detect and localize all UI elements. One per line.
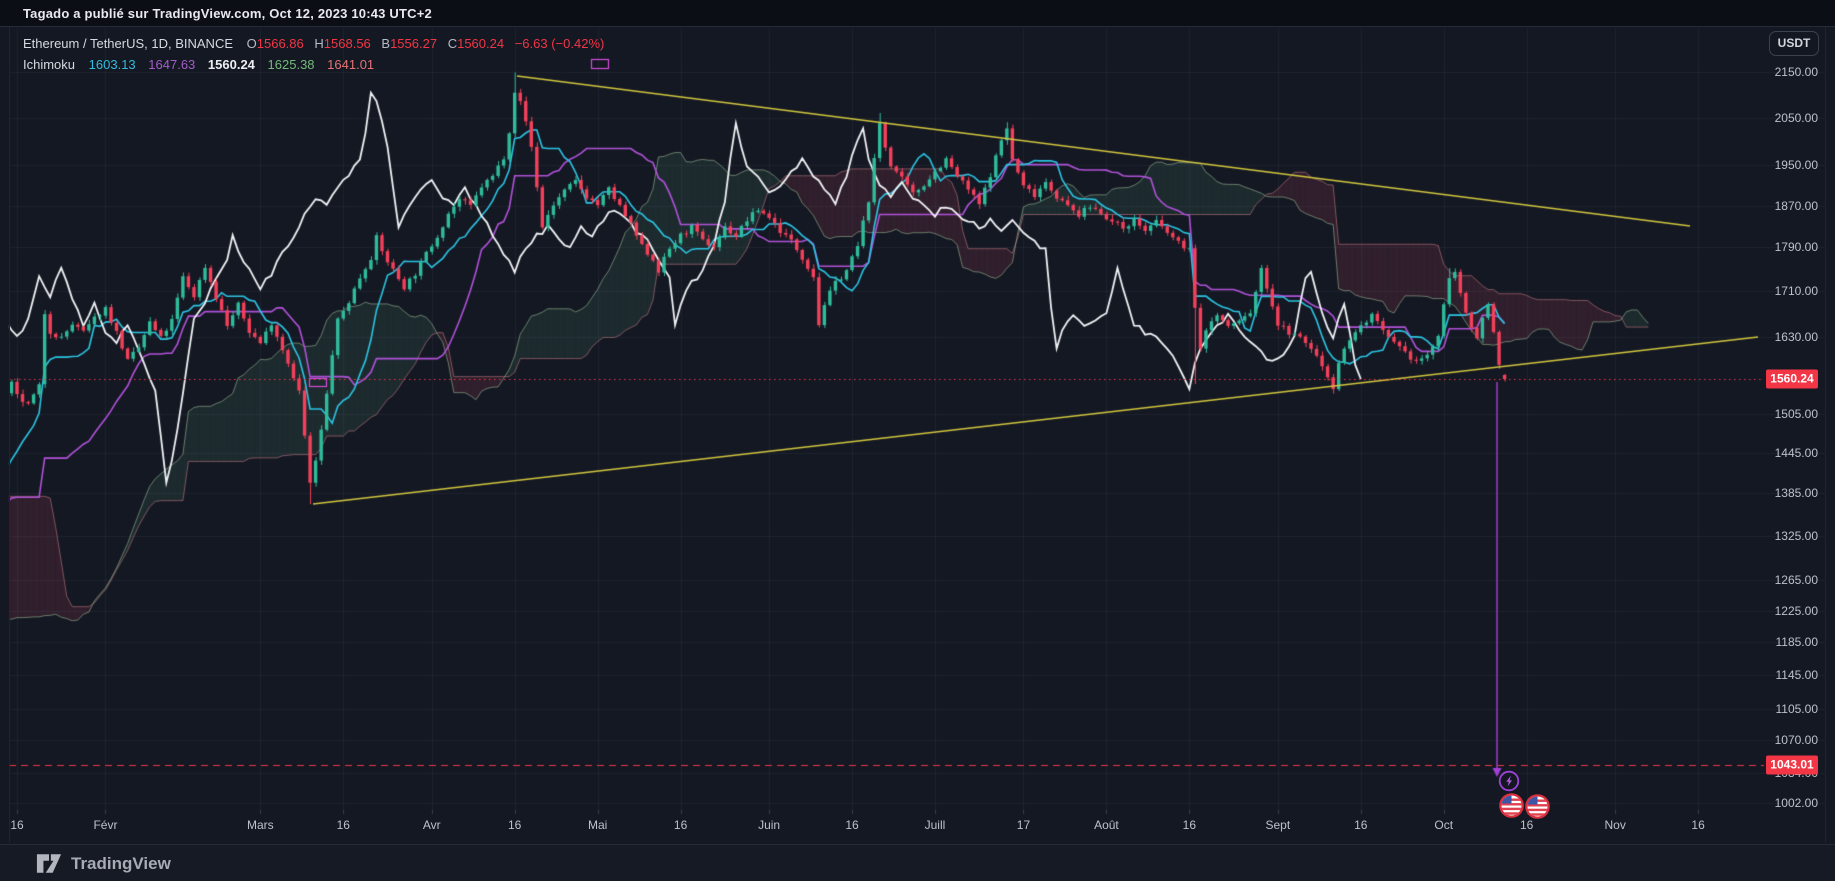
symbol-legend-row[interactable]: Ethereum / TetherUS, 1D, BINANCE O1566.8… bbox=[23, 33, 604, 54]
time-tick-label: 16 bbox=[1354, 818, 1368, 832]
us-flag-event-icon[interactable] bbox=[1524, 793, 1551, 825]
time-tick-label: Févr bbox=[93, 818, 118, 832]
close-key: C bbox=[447, 36, 458, 51]
publish-bar: Tagado a publié sur TradingView.com, Oct… bbox=[0, 0, 1835, 27]
price-tick-label: 1105.00 bbox=[1775, 702, 1819, 717]
tradingview-logo[interactable]: TradingView bbox=[36, 852, 171, 875]
price-tick-label: 1630.00 bbox=[1774, 330, 1818, 345]
price-tick-label: 1265.00 bbox=[1774, 572, 1818, 587]
price-tick-label: 1790.00 bbox=[1774, 240, 1818, 255]
tradingview-logo-icon bbox=[36, 854, 62, 873]
price-tick-label: 2050.00 bbox=[1774, 110, 1818, 125]
time-tick-label: Mai bbox=[587, 818, 608, 832]
publish-text: Tagado a publié sur TradingView.com, Oct… bbox=[23, 6, 432, 21]
time-tick-label: 16 bbox=[10, 818, 24, 832]
price-tick-label: 1950.00 bbox=[1774, 158, 1818, 173]
indicator-legend-row[interactable]: Ichimoku 1603.13 1647.63 1560.24 1625.38… bbox=[23, 54, 604, 75]
high-value: 1568.56 bbox=[323, 36, 371, 51]
open-value: 1566.86 bbox=[256, 36, 304, 51]
close-value: 1560.24 bbox=[457, 36, 505, 51]
time-tick-label: Août bbox=[1094, 818, 1119, 832]
span-a-value: 1625.38 bbox=[267, 57, 315, 72]
time-tick-label: Juin bbox=[758, 818, 781, 832]
change-value: −6.63 (−0.42%) bbox=[514, 36, 605, 51]
time-tick-label: 16 bbox=[1691, 818, 1705, 832]
us-flag-event-icon[interactable] bbox=[1498, 792, 1525, 824]
price-tick-label: 1002.00 bbox=[1774, 796, 1818, 811]
time-tick-label: Nov bbox=[1604, 818, 1626, 832]
pane-left-border bbox=[9, 27, 10, 843]
time-tick-label: 16 bbox=[336, 818, 350, 832]
time-tick-label: 16 bbox=[1182, 818, 1197, 832]
price-tick-label: 1185.00 bbox=[1775, 635, 1819, 650]
price-tick-label: 1070.00 bbox=[1774, 733, 1818, 748]
last-price-badge: 1560.24 bbox=[1766, 369, 1818, 389]
low-value: 1556.27 bbox=[390, 36, 438, 51]
price-tick-label: 1505.00 bbox=[1774, 406, 1818, 421]
target-price-badge: 1043.01 bbox=[1766, 755, 1818, 775]
indicator-name: Ichimoku bbox=[23, 57, 76, 72]
high-key: H bbox=[314, 36, 324, 51]
time-tick-label: 17 bbox=[1016, 818, 1031, 832]
low-key: B bbox=[381, 36, 391, 51]
lightning-marker-icon[interactable] bbox=[1498, 770, 1520, 797]
time-tick-label: 16 bbox=[508, 818, 522, 832]
kijun-value: 1647.63 bbox=[148, 57, 196, 72]
symbol-title: Ethereum / TetherUS, 1D, BINANCE bbox=[23, 36, 234, 51]
price-tick-label: 1445.00 bbox=[1774, 445, 1818, 460]
price-tick-label: 2150.00 bbox=[1774, 65, 1818, 79]
time-tick-label: Sept bbox=[1265, 818, 1291, 832]
price-tick-label: 1870.00 bbox=[1774, 198, 1818, 213]
footer-brand-text: TradingView bbox=[71, 853, 171, 873]
span-b-value: 1641.01 bbox=[327, 57, 375, 72]
time-tick-label: 16 bbox=[845, 818, 859, 832]
time-tick-label: Avr bbox=[422, 818, 441, 832]
currency-toggle-button[interactable]: USDT bbox=[1769, 31, 1819, 56]
time-tick-label: Oct bbox=[1434, 818, 1454, 832]
chart-legend[interactable]: Ethereum / TetherUS, 1D, BINANCE O1566.8… bbox=[23, 33, 604, 75]
time-tick-label: Juill bbox=[924, 818, 946, 832]
lagging-value: 1560.24 bbox=[207, 57, 255, 72]
price-tick-label: 1710.00 bbox=[1774, 284, 1818, 299]
footer-bar: TradingView bbox=[0, 844, 1835, 881]
price-tick-label: 1225.00 bbox=[1774, 603, 1818, 618]
price-tick-label: 1145.00 bbox=[1775, 668, 1819, 683]
time-tick-label: 16 bbox=[673, 818, 688, 832]
open-key: O bbox=[246, 36, 257, 51]
price-tick-label: 1385.00 bbox=[1774, 486, 1818, 501]
time-tick-label: Mars bbox=[246, 818, 274, 832]
time-tick-label: 16 bbox=[1520, 818, 1534, 832]
pane-right-border bbox=[1825, 27, 1826, 843]
tenkan-value: 1603.13 bbox=[88, 57, 136, 72]
price-tick-label: 1325.00 bbox=[1774, 528, 1818, 543]
